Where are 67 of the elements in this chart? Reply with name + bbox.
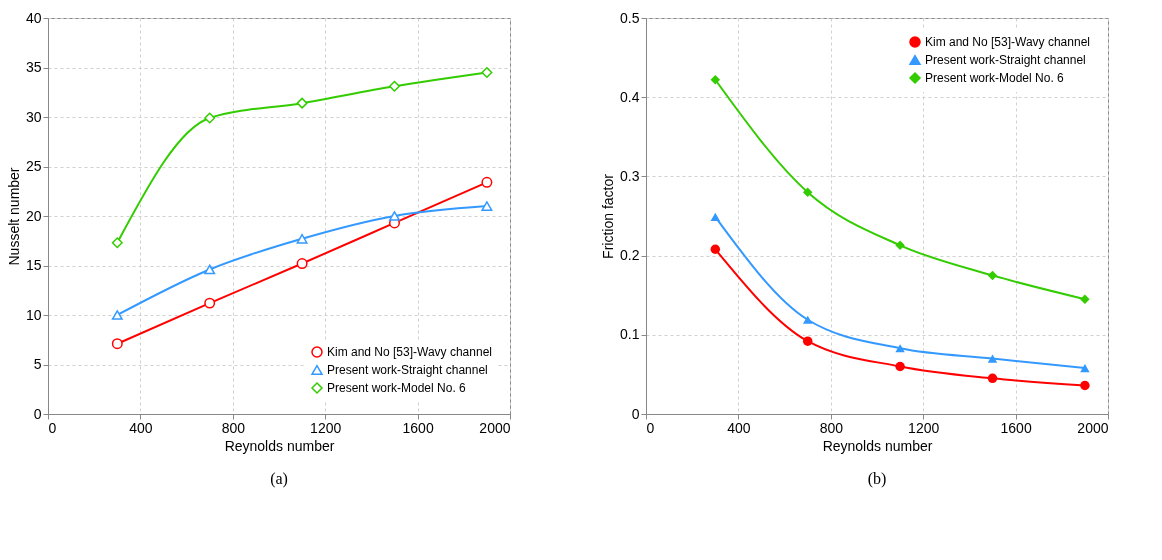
point: [481, 201, 493, 211]
point: [111, 310, 123, 320]
point: [296, 233, 308, 244]
y-tick-label: 0.1: [620, 326, 640, 343]
y-tick-label: 35: [25, 59, 42, 75]
x-tick-label: 0: [48, 419, 57, 436]
x-tick-label: 2000: [479, 419, 511, 436]
legend-label: Present work-Straight channel: [925, 53, 1086, 67]
y-tick-label: 0: [631, 405, 640, 422]
point: [987, 270, 998, 281]
x-tick-label: 1600: [1000, 419, 1032, 436]
y-tick-label: 30: [25, 108, 42, 125]
y-tick-label: 25: [25, 158, 42, 174]
x-tick-label: 0: [646, 419, 655, 436]
point: [204, 264, 216, 275]
point: [296, 258, 308, 269]
point: [481, 66, 493, 78]
text: (b): [867, 470, 887, 488]
x-tick-label: 2000: [1077, 419, 1109, 436]
point: [204, 297, 216, 309]
point: [111, 338, 123, 350]
legend-label: Present work-Model No. 6: [327, 381, 467, 395]
legend-label: Present work-Model No. 6: [925, 71, 1065, 85]
y-axis-title: Friction factor: [600, 173, 617, 259]
point: [389, 80, 400, 92]
y-tick-label: 15: [25, 257, 42, 273]
x-tick-label: 1200: [310, 419, 342, 436]
point: [710, 212, 721, 221]
point: [710, 75, 721, 85]
legend-label: Kim and No [53]-Wavy channel: [925, 35, 1090, 49]
text: (a): [270, 470, 288, 488]
y-tick-label: 0: [33, 405, 42, 422]
x-tick-label: 800: [221, 419, 246, 436]
y-tick-label: 0.2: [620, 247, 640, 264]
point: [895, 361, 905, 372]
point: [802, 187, 813, 197]
y-tick-label: 0.4: [620, 88, 640, 105]
point: [895, 344, 905, 353]
y-tick-label: 40: [25, 9, 42, 26]
y-tick-label: 5: [33, 356, 42, 372]
point: [987, 354, 998, 363]
x-tick-label: 800: [819, 419, 844, 436]
y-tick-label: 0.5: [620, 9, 640, 26]
legend-label: Kim and No [53]-Wavy channel: [327, 345, 492, 359]
point: [204, 112, 216, 124]
point: [802, 336, 813, 346]
point: [802, 315, 813, 324]
y-tick-label: 20: [25, 207, 42, 224]
y-tick-label: 10: [25, 306, 42, 323]
point: [1080, 380, 1090, 391]
y-tick-label: 0.3: [620, 167, 640, 184]
point: [1080, 363, 1090, 373]
point: [895, 240, 905, 251]
point: [389, 211, 400, 221]
y-axis-title: Nusselt number: [5, 167, 22, 266]
point: [111, 237, 123, 249]
point: [481, 176, 493, 188]
x-tick-label: 1600: [402, 419, 434, 436]
legend-label: Present work-Straight channel: [327, 363, 488, 377]
x-tick-label: 1200: [908, 419, 940, 436]
point: [987, 373, 998, 384]
x-axis-title: Reynolds number: [822, 437, 933, 454]
x-axis-title: Reynolds number: [224, 437, 335, 454]
x-tick-label: 400: [129, 419, 153, 436]
point: [710, 244, 721, 254]
x-tick-label: 400: [727, 419, 751, 436]
point: [296, 97, 308, 109]
